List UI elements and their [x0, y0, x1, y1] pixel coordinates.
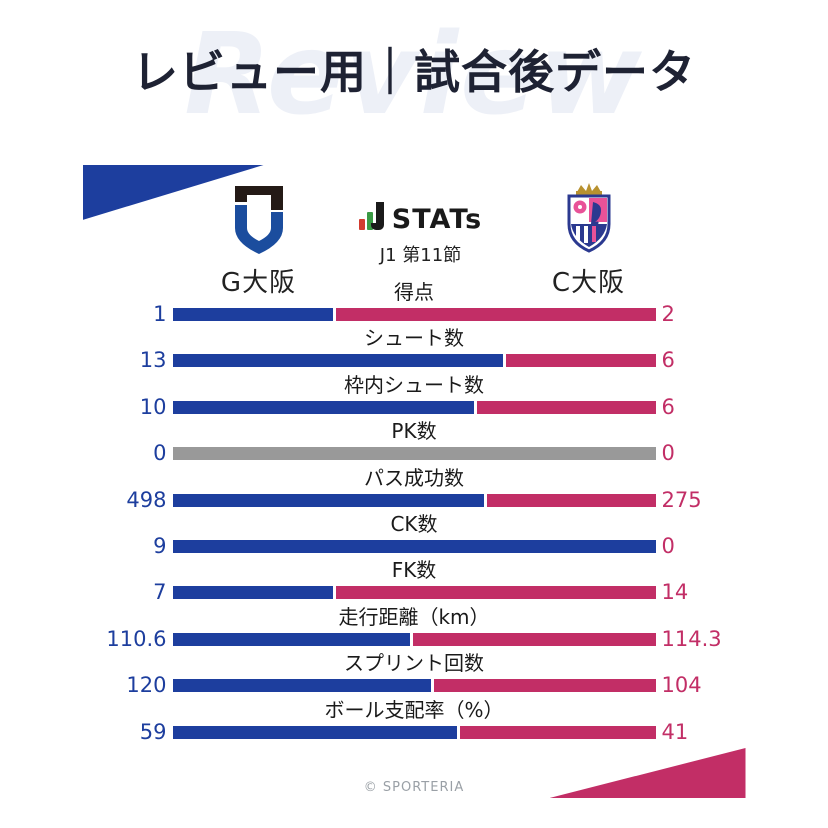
stat-bar [172, 493, 656, 507]
stat-bar [172, 447, 656, 461]
home-team-block: G大阪 [194, 184, 324, 299]
away-team-block: C大阪 [524, 182, 654, 299]
stat-value-right: 6 [661, 348, 675, 373]
away-bar-segment [477, 400, 656, 414]
stat-row: ボール支配率（%） 59 41 [83, 697, 746, 743]
stat-label: PK数 [391, 419, 437, 444]
stat-value-right: 104 [661, 673, 702, 698]
stat-bar [172, 308, 656, 321]
stat-label: ボール支配率（%） [324, 697, 504, 722]
stat-label: CK数 [390, 511, 438, 536]
home-team-name: G大阪 [220, 268, 297, 298]
stat-label: シュート数 [364, 326, 464, 351]
review-watermark: Review [184, 10, 644, 140]
stats-rows: 得点 1 2 シュート数 13 6 枠内シュート数 10 6 PK数 0 0 パ [83, 279, 746, 743]
stat-value-left: 59 [139, 719, 167, 744]
away-bar-segment [413, 632, 656, 646]
home-bar-segment [172, 679, 432, 693]
stat-row: 走行距離（km） 110.6 114.3 [83, 604, 746, 650]
away-bar-segment [434, 679, 656, 693]
home-bar-segment [172, 586, 334, 600]
stat-value-right: 114.3 [661, 626, 722, 651]
stat-row: CK数 9 0 [83, 511, 746, 557]
away-bar-segment [486, 493, 656, 507]
stat-label: 得点 [394, 280, 434, 304]
stat-bar [172, 679, 656, 693]
stat-value-right: 0 [661, 441, 675, 466]
stat-row: スプリント回数 120 104 [83, 650, 746, 696]
home-bar-segment [172, 354, 503, 368]
cerezo-osaka-crest-icon [559, 183, 619, 260]
away-bar-segment [336, 586, 656, 600]
stat-row: PK数 0 0 [83, 418, 746, 464]
gamba-osaka-crest-icon [227, 186, 291, 260]
stats-card: G大阪 STATs J1 第11節 [82, 160, 746, 810]
stat-label: 走行距離（km） [338, 604, 490, 629]
stat-value-left: 0 [153, 441, 167, 466]
stat-row: シュート数 13 6 [83, 325, 746, 371]
stat-label: スプリント回数 [344, 651, 484, 676]
page-title: レビュー用｜試合後データ [132, 45, 696, 99]
stat-value-left: 120 [126, 673, 167, 698]
red-bar [358, 219, 365, 230]
stat-value-left: 13 [139, 348, 167, 373]
home-bar-segment [172, 632, 411, 646]
stat-row: 枠内シュート数 10 6 [83, 372, 746, 418]
league-stats-block: STATs J1 第11節 [351, 202, 491, 267]
stat-label: FK数 [391, 558, 437, 583]
footer-credit: © SPORTERIA [363, 780, 465, 795]
home-bar-segment [172, 539, 656, 553]
stat-value-right: 275 [661, 487, 702, 512]
stat-value-left: 1 [153, 302, 167, 326]
stat-row: パス成功数 498 275 [83, 465, 746, 511]
stat-value-left: 7 [153, 580, 167, 605]
stat-bar [172, 586, 656, 600]
stat-value-right: 14 [661, 580, 689, 605]
stat-value-left: 110.6 [106, 626, 167, 651]
away-bar-segment [460, 725, 656, 739]
round-label: J1 第11節 [379, 245, 462, 266]
j-bar [370, 202, 384, 230]
stat-row: 得点 1 2 [83, 279, 746, 325]
home-bar-segment [172, 725, 458, 739]
away-team-name: C大阪 [551, 268, 626, 298]
home-bar-segment [172, 493, 484, 507]
j-stats-logo-text: STATs [391, 203, 483, 235]
j-stats-bar-chart-icon [358, 202, 385, 236]
home-bar-segment [172, 400, 475, 414]
stat-bar [172, 354, 656, 368]
stat-value-right: 0 [661, 533, 675, 558]
away-bar-segment [505, 354, 656, 368]
stat-value-left: 498 [126, 487, 167, 512]
stat-bar [172, 725, 656, 739]
stat-bar [172, 400, 656, 414]
page-header: Review レビュー用｜試合後データ [0, 0, 828, 160]
away-bar-segment [336, 308, 656, 321]
stat-value-right: 6 [661, 394, 675, 419]
stat-row: FK数 7 14 [83, 557, 746, 603]
stat-value-right: 41 [661, 719, 689, 744]
stat-bar [172, 539, 656, 553]
stat-value-left: 9 [153, 533, 167, 558]
home-bar-segment [172, 308, 334, 321]
stat-value-left: 10 [139, 394, 167, 419]
stat-bar [172, 632, 656, 646]
stat-value-right: 2 [661, 302, 675, 326]
neutral-bar-segment [172, 447, 656, 461]
stat-label: パス成功数 [364, 465, 464, 490]
stat-label: 枠内シュート数 [344, 372, 484, 397]
